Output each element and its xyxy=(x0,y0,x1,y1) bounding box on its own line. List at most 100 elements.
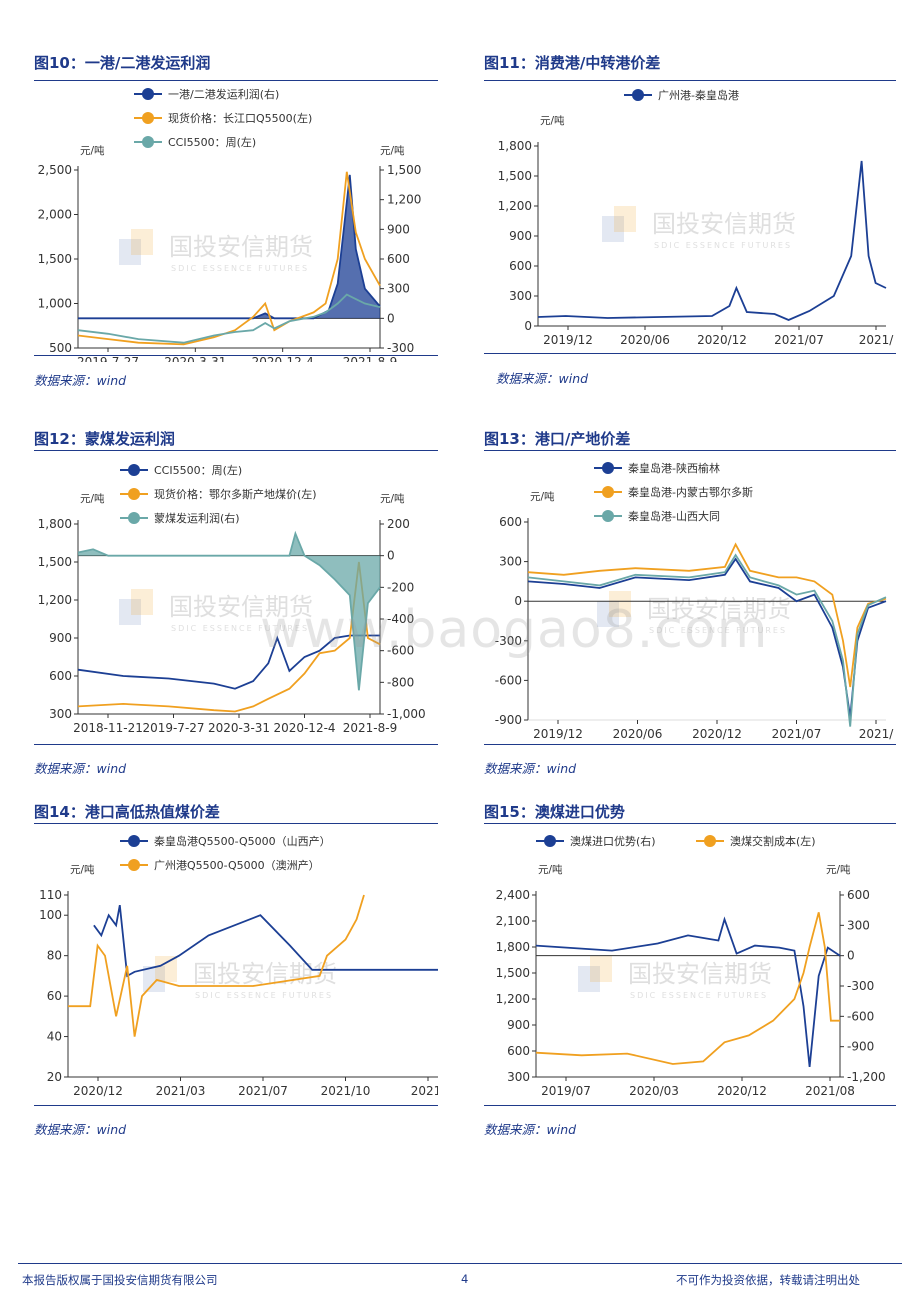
unit-label-left: 元/吨 xyxy=(538,863,563,876)
chart-fig15: 国投安信期货 SDIC ESSENCE FUTURES 元/吨 元/吨 2,400 2,1… xyxy=(496,834,886,1098)
title-rule xyxy=(34,823,438,824)
unit-label-right: 元/吨 xyxy=(826,863,851,876)
watermark-brand-en: SDIC ESSENCE FUTURES xyxy=(195,991,333,1000)
y-tick-label-left: 110 xyxy=(39,888,62,902)
y-tick-label-left: 2,100 xyxy=(496,914,530,928)
y-tick-label-left: 1,800 xyxy=(496,940,530,954)
x-tick-label: 2019-7-27 xyxy=(77,355,139,362)
footer-page-number: 4 xyxy=(461,1272,469,1286)
y-tick-label-right: 600 xyxy=(847,888,870,902)
x-tick-label: 2019/07 xyxy=(541,1084,591,1098)
watermark-logo-block xyxy=(143,966,165,992)
y-tick-label-left: 60 xyxy=(47,989,62,1003)
y-tick-label-left: 40 xyxy=(47,1030,62,1044)
series-line xyxy=(535,912,840,1065)
legend-label: CCI5500：周(左) xyxy=(154,464,242,477)
y-tick-label-left: -600 xyxy=(495,673,522,687)
watermark-brand-en: SDIC ESSENCE FUTURES xyxy=(630,991,768,1000)
legend-swatch-marker xyxy=(128,512,140,524)
legend-label: 秦皇岛港-山西大同 xyxy=(628,509,720,523)
y-tick-label-left: 1,200 xyxy=(498,199,532,213)
y-tick-label-left: 2,400 xyxy=(496,888,530,902)
legend-swatch-marker xyxy=(602,462,614,474)
unit-label-right: 元/吨 xyxy=(380,144,405,157)
watermark-brand: 国投安信期货 xyxy=(169,233,313,261)
y-tick-label-left: 1,200 xyxy=(38,593,72,607)
y-tick-label-right: -800 xyxy=(387,675,414,689)
series-line xyxy=(77,530,381,691)
y-tick-label-right: 0 xyxy=(387,311,395,325)
watermark-logo-block xyxy=(119,239,141,265)
y-tick-label-left: -900 xyxy=(495,713,522,727)
legend-swatch-marker xyxy=(704,835,716,847)
y-tick-label-right: 200 xyxy=(387,517,410,531)
legend-label: 一港/二港发运利润(右) xyxy=(168,87,279,101)
legend-swatch-marker xyxy=(128,859,140,871)
unit-label-left: 元/吨 xyxy=(70,863,95,876)
bottom-rule xyxy=(34,744,438,745)
y-tick-label-right: -600 xyxy=(847,1009,874,1023)
y-tick-label-right: 1,200 xyxy=(387,193,421,207)
legend-label: 广州港Q5500-Q5000（澳洲产） xyxy=(154,858,320,872)
x-tick-label: 2020/12 xyxy=(73,1084,123,1098)
legend-swatch-marker xyxy=(142,88,154,100)
y-tick-label-right: 0 xyxy=(847,949,855,963)
series-line xyxy=(77,634,380,690)
chart-fig13: 国投安信期货 SDIC ESSENCE FUTURES 元/吨 600 300 0 -300… xyxy=(495,461,894,741)
watermark-logo-block xyxy=(614,206,636,232)
y-tick-label-left: 600 xyxy=(507,1044,530,1058)
y-tick-label-left: 1,500 xyxy=(498,169,532,183)
legend-label: 现货价格：鄂尔多斯产地煤价(左) xyxy=(154,487,317,501)
x-tick-label: 2020-3-31 xyxy=(208,721,270,735)
watermark-logo-block xyxy=(597,601,619,627)
site-watermark: www.baogao8.com xyxy=(260,600,769,660)
y-tick-label-right: -1,200 xyxy=(847,1070,886,1084)
series-line xyxy=(527,542,887,688)
panel-fig10: 图10：一港/二港发运利润 国投安信期货 SDIC ESSENCE FUTURES… xyxy=(34,52,438,392)
chart-title: 图14：港口高低热值煤价差 xyxy=(34,803,220,821)
y-tick-label-left: 1,500 xyxy=(38,252,72,266)
watermark-logo-block xyxy=(131,229,153,255)
watermark-brand-en: SDIC ESSENCE FUTURES xyxy=(654,241,792,250)
watermark-logo-block xyxy=(609,591,631,617)
x-tick-label: 2019/12 xyxy=(543,333,593,347)
data-source: 数据来源：wind xyxy=(34,373,127,388)
chart-title: 图13：港口/产地价差 xyxy=(484,430,631,448)
x-tick-label: 2021/07 xyxy=(774,333,824,347)
watermark-brand: 国投安信期货 xyxy=(652,210,796,238)
series-line xyxy=(537,160,887,321)
series-line xyxy=(535,916,841,1067)
y-tick-label-right: -300 xyxy=(847,979,874,993)
bottom-rule xyxy=(484,1105,896,1106)
y-tick-label-left: 1,000 xyxy=(38,297,72,311)
unit-label-left: 元/吨 xyxy=(80,144,105,157)
footer-disclaimer: 不可作为投资依据，转载请注明出处 xyxy=(676,1273,860,1287)
y-tick-label-left: 0 xyxy=(514,594,522,608)
bottom-rule xyxy=(34,355,438,356)
y-tick-label-right: 900 xyxy=(387,222,410,236)
y-tick-label-left: 300 xyxy=(509,289,532,303)
legend-swatch-marker xyxy=(602,486,614,498)
watermark-logo-block xyxy=(578,966,600,992)
unit-label-left: 元/吨 xyxy=(540,114,565,127)
y-tick-label-left: 900 xyxy=(509,229,532,243)
x-tick-label: 2020/12 xyxy=(692,727,742,741)
legend-label: 现货价格：长江口Q5500(左) xyxy=(168,111,312,125)
x-tick-label: 2021/ xyxy=(411,1084,438,1098)
y-tick-label-right: 300 xyxy=(387,282,410,296)
watermark-logo-block xyxy=(131,589,153,615)
y-tick-label-left: 300 xyxy=(499,555,522,569)
watermark-logo-block xyxy=(119,599,141,625)
legend-swatch-marker xyxy=(544,835,556,847)
x-tick-label: 2020-12-4 xyxy=(273,721,335,735)
unit-label-left: 元/吨 xyxy=(80,492,105,505)
y-tick-label-left: 0 xyxy=(524,319,532,333)
watermark-brand: 国投安信期货 xyxy=(647,595,791,623)
x-tick-label: 2021-8-9 xyxy=(343,355,397,362)
y-tick-label-left: 2,000 xyxy=(38,208,72,222)
x-tick-label: 2020/03 xyxy=(629,1084,679,1098)
x-tick-label: 2020/12 xyxy=(697,333,747,347)
series-line xyxy=(93,904,438,978)
y-tick-label-right: -1,000 xyxy=(387,707,426,721)
x-tick-label: 2021/08 xyxy=(805,1084,855,1098)
